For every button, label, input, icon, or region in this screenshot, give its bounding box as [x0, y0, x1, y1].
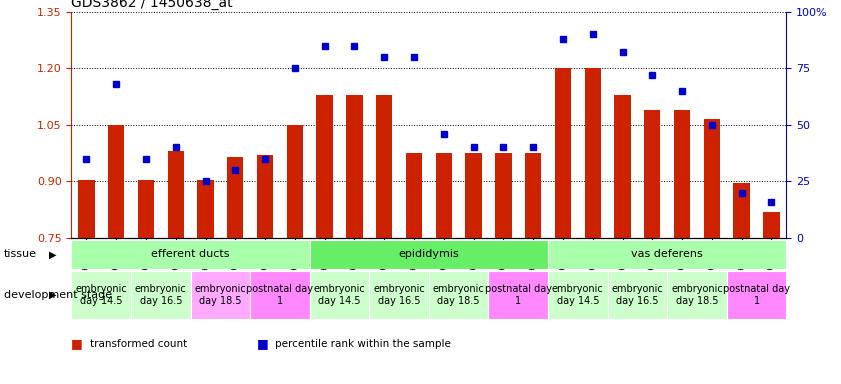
Bar	[495, 153, 511, 238]
Bar	[138, 180, 154, 238]
Bar	[71, 240, 309, 269]
Bar	[489, 271, 548, 319]
Bar	[548, 271, 607, 319]
Bar	[436, 153, 452, 238]
Text: embryonic
day 14.5: embryonic day 14.5	[76, 284, 127, 306]
Text: embryonic
day 18.5: embryonic day 18.5	[433, 284, 484, 306]
Text: embryonic
day 16.5: embryonic day 16.5	[373, 284, 425, 306]
Bar	[429, 271, 489, 319]
Bar	[584, 68, 601, 238]
Bar	[346, 94, 362, 238]
Text: development stage: development stage	[4, 290, 113, 300]
Bar	[167, 151, 184, 238]
Bar	[198, 180, 214, 238]
Text: postnatal day
1: postnatal day 1	[484, 284, 552, 306]
Bar	[614, 94, 631, 238]
Text: embryonic
day 16.5: embryonic day 16.5	[135, 284, 187, 306]
Bar	[644, 110, 660, 238]
Text: efferent ducts: efferent ducts	[151, 249, 230, 260]
Bar	[465, 153, 482, 238]
Bar	[525, 153, 542, 238]
Bar	[764, 212, 780, 238]
Bar	[406, 153, 422, 238]
Text: GDS3862 / 1450638_at: GDS3862 / 1450638_at	[71, 0, 233, 10]
Text: transformed count: transformed count	[90, 339, 188, 349]
Text: embryonic
day 18.5: embryonic day 18.5	[194, 284, 246, 306]
Bar	[727, 271, 786, 319]
Text: embryonic
day 18.5: embryonic day 18.5	[671, 284, 723, 306]
Text: postnatal day
1: postnatal day 1	[246, 284, 314, 306]
Bar	[674, 110, 690, 238]
Bar	[607, 271, 667, 319]
Bar	[71, 271, 131, 319]
Text: tissue: tissue	[4, 249, 37, 260]
Text: embryonic
day 16.5: embryonic day 16.5	[611, 284, 664, 306]
Text: ■: ■	[257, 337, 272, 350]
Bar	[227, 157, 244, 238]
Bar	[251, 271, 309, 319]
Bar	[667, 271, 727, 319]
Text: ■: ■	[71, 337, 87, 350]
Bar	[131, 271, 191, 319]
Text: postnatal day
1: postnatal day 1	[723, 284, 790, 306]
Text: embryonic
day 14.5: embryonic day 14.5	[314, 284, 366, 306]
Bar	[108, 125, 124, 238]
Bar	[376, 94, 393, 238]
Text: ▶: ▶	[49, 290, 56, 300]
Text: embryonic
day 14.5: embryonic day 14.5	[552, 284, 604, 306]
Bar	[555, 68, 571, 238]
Bar	[78, 180, 94, 238]
Bar	[316, 94, 333, 238]
Text: ▶: ▶	[49, 249, 56, 260]
Bar	[287, 125, 303, 238]
Text: vas deferens: vas deferens	[632, 249, 703, 260]
Text: percentile rank within the sample: percentile rank within the sample	[275, 339, 451, 349]
Text: epididymis: epididymis	[399, 249, 459, 260]
Bar	[733, 183, 750, 238]
Bar	[704, 119, 720, 238]
Bar	[309, 240, 548, 269]
Bar	[191, 271, 251, 319]
Bar	[548, 240, 786, 269]
Bar	[369, 271, 429, 319]
Bar	[309, 271, 369, 319]
Bar	[257, 155, 273, 238]
